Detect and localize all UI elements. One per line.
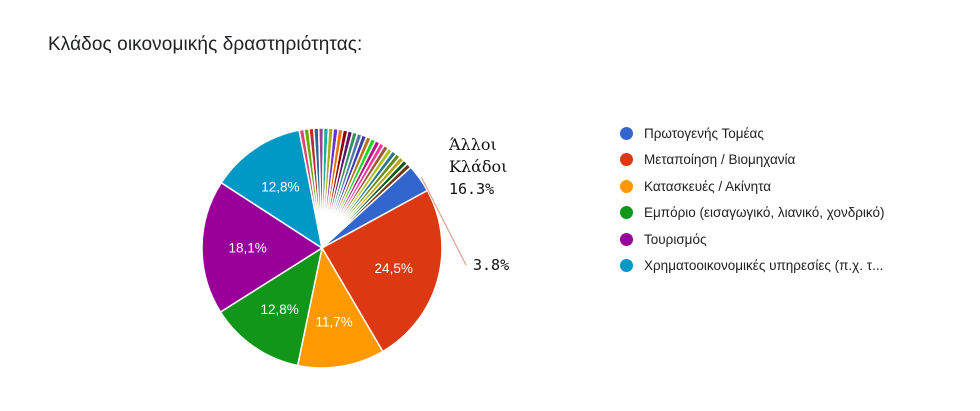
legend-item-1[interactable]: Πρωτογενής Τομέας	[620, 120, 960, 147]
legend-item-5[interactable]: Τουρισμός	[620, 226, 960, 253]
slice-label-2: 24,5%	[375, 261, 413, 276]
pie-slice-6	[220, 129, 324, 250]
legend-swatch	[620, 206, 633, 220]
slice-label-6: 12,8%	[261, 179, 299, 194]
legend-item-4[interactable]: Εμπόριο (εισαγωγικό, λιανικό, χονδρικό)	[620, 200, 960, 227]
legend-label: Κατασκευές / Ακίνητα	[644, 178, 772, 194]
slice-label-5: 18,1%	[228, 241, 266, 256]
legend-label: Χρηματοοικονομικές υπηρεσίες (π.χ. τ...	[644, 258, 884, 274]
primary-leader-line	[420, 176, 467, 266]
legend-item-2[interactable]: Μεταποίηση / Βιομηχανία	[620, 147, 960, 174]
legend-swatch	[620, 153, 633, 167]
pie-slice-2	[320, 189, 443, 353]
legend-swatch	[620, 259, 633, 273]
pie-slice-4	[219, 246, 324, 367]
slice-label-4: 12,8%	[260, 302, 298, 317]
other-annotation-line1: Άλλοι	[449, 135, 497, 154]
chart-legend: Πρωτογενής Τομέας Μεταποίηση / Βιομηχανία…	[620, 120, 960, 279]
legend-item-3[interactable]: Κατασκευές / Ακίνητα	[620, 173, 960, 200]
other-annotation-line2: Κλάδοι	[449, 157, 508, 176]
legend-swatch	[620, 232, 633, 246]
pie-slice-other-25	[321, 162, 412, 249]
chart-title: Κλάδος οικονομικής δραστηριότητας:	[48, 34, 363, 55]
slice-label-3: 11,7%	[315, 314, 352, 329]
pie-slice-3	[296, 245, 384, 369]
legend-label: Εμπόριο (εισαγωγικό, λιανικό, χονδρικό)	[644, 205, 885, 221]
primary-annotation-value: 3.8%	[473, 256, 510, 274]
legend-label: Πρωτογενής Τομέας	[644, 125, 764, 141]
legend-label: Μεταποίηση / Βιομηχανία	[644, 152, 796, 168]
legend-swatch	[620, 179, 633, 193]
legend-label: Τουρισμός	[644, 231, 707, 247]
other-annotation-value: 16.3%	[449, 180, 495, 198]
legend-swatch	[620, 126, 633, 140]
pie-slice-5	[201, 181, 324, 314]
legend-item-6[interactable]: Χρηματοοικονομικές υπηρεσίες (π.χ. τ...	[620, 253, 960, 280]
